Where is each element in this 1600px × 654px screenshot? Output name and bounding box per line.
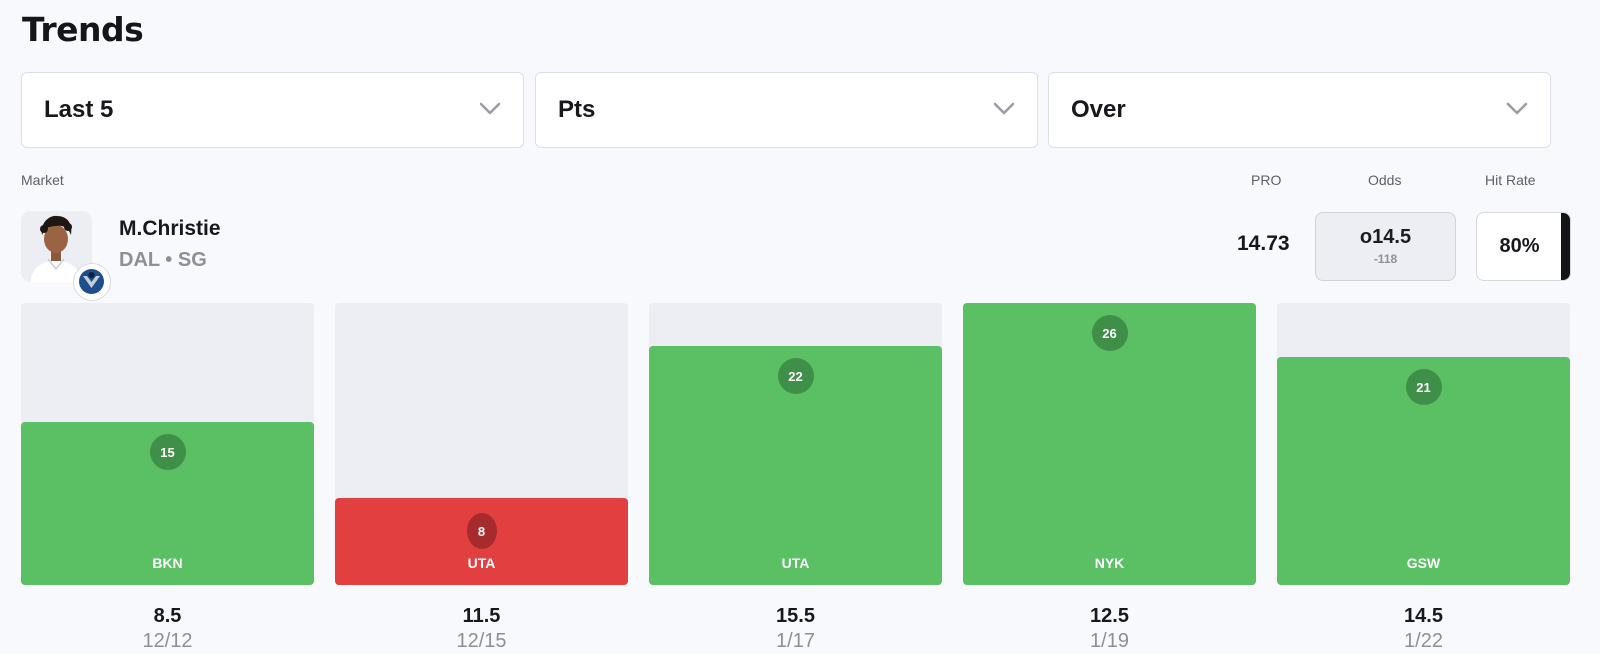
game-date: 12/15 [456, 630, 507, 652]
prop-line-value: 12.5 [1090, 605, 1129, 627]
odds-header: Odds [1368, 172, 1402, 188]
game-date: 1/19 [1090, 630, 1129, 652]
bar-track: 15 BKN [21, 303, 314, 585]
player-team-position: DAL • SG [119, 249, 207, 271]
filter-bar: Last 5 Pts Over [21, 72, 1571, 148]
stat-dropdown-label: Pts [558, 96, 596, 123]
opponent-label: GSW [1406, 555, 1441, 571]
game-date: 1/17 [776, 630, 815, 652]
pro-header: PRO [1251, 172, 1282, 188]
side-dropdown-label: Over [1071, 96, 1126, 123]
bar-fill-hit: 22 UTA [649, 346, 942, 585]
stat-dropdown[interactable]: Pts [535, 72, 1038, 148]
odds-price: -118 [1373, 252, 1398, 266]
bar-value-bubble: 26 [1091, 315, 1128, 351]
game-bar[interactable]: 26 NYK 12.5 1/19 [963, 303, 1256, 654]
bar-track: 8 UTA [335, 303, 628, 585]
opponent-label: UTA [467, 555, 496, 571]
bar-track: 26 NYK [963, 303, 1256, 585]
opponent-label: UTA [781, 555, 810, 571]
hit-rate-header: Hit Rate [1485, 172, 1536, 188]
game-bar[interactable]: 22 UTA 15.5 1/17 [649, 303, 942, 654]
chevron-down-icon [993, 102, 1015, 115]
opponent-label: BKN [152, 555, 183, 571]
bar-fill-miss: 8 UTA [335, 498, 628, 585]
bar-value-bubble: 15 [149, 434, 186, 470]
range-dropdown-label: Last 5 [44, 96, 114, 123]
game-bar[interactable]: 8 UTA 11.5 12/15 [335, 303, 628, 654]
market-header: Market [21, 172, 64, 188]
chevron-down-icon [479, 102, 501, 115]
player-headshot-icon [21, 211, 92, 282]
prop-line-value: 14.5 [1404, 605, 1443, 627]
bar-track: 22 UTA [649, 303, 942, 585]
odds-line: o14.5 [1359, 226, 1412, 248]
bar-fill-hit: 21 GSW [1277, 357, 1570, 585]
game-bar[interactable]: 15 BKN 8.5 12/12 [21, 303, 314, 654]
hit-rate-value: 80% [1499, 235, 1540, 257]
pro-projection: 14.73 [1237, 232, 1290, 255]
prop-line-value: 11.5 [462, 605, 501, 627]
prop-line-value: 8.5 [153, 605, 182, 627]
prop-line-value: 15.5 [776, 605, 815, 627]
bar-value-bubble: 21 [1405, 369, 1442, 405]
bar-fill-hit: 15 BKN [21, 422, 314, 585]
range-dropdown[interactable]: Last 5 [21, 72, 524, 148]
game-bar[interactable]: 21 GSW 14.5 1/22 [1277, 303, 1570, 654]
odds-button[interactable]: o14.5 -118 [1315, 212, 1456, 281]
page-title: Trends [22, 10, 144, 49]
hit-rate-bar [1561, 213, 1570, 280]
player-name: M.Christie [119, 217, 221, 240]
side-dropdown[interactable]: Over [1048, 72, 1551, 148]
chevron-down-icon [1506, 102, 1528, 115]
game-date: 1/22 [1404, 630, 1443, 652]
hit-rate-box: 80% [1476, 212, 1571, 281]
opponent-label: NYK [1094, 555, 1125, 571]
mavericks-logo-icon [73, 263, 111, 301]
bar-value-bubble: 22 [777, 358, 814, 394]
bar-track: 21 GSW [1277, 303, 1570, 585]
game-date: 12/12 [142, 630, 193, 652]
trend-chart: 15 BKN 8.5 12/12 8 UTA 11.5 12/15 22 UTA 15.5 1/17 2… [21, 303, 1571, 654]
bar-fill-hit: 26 NYK [963, 303, 1256, 585]
bar-value-bubble: 8 [466, 513, 497, 549]
